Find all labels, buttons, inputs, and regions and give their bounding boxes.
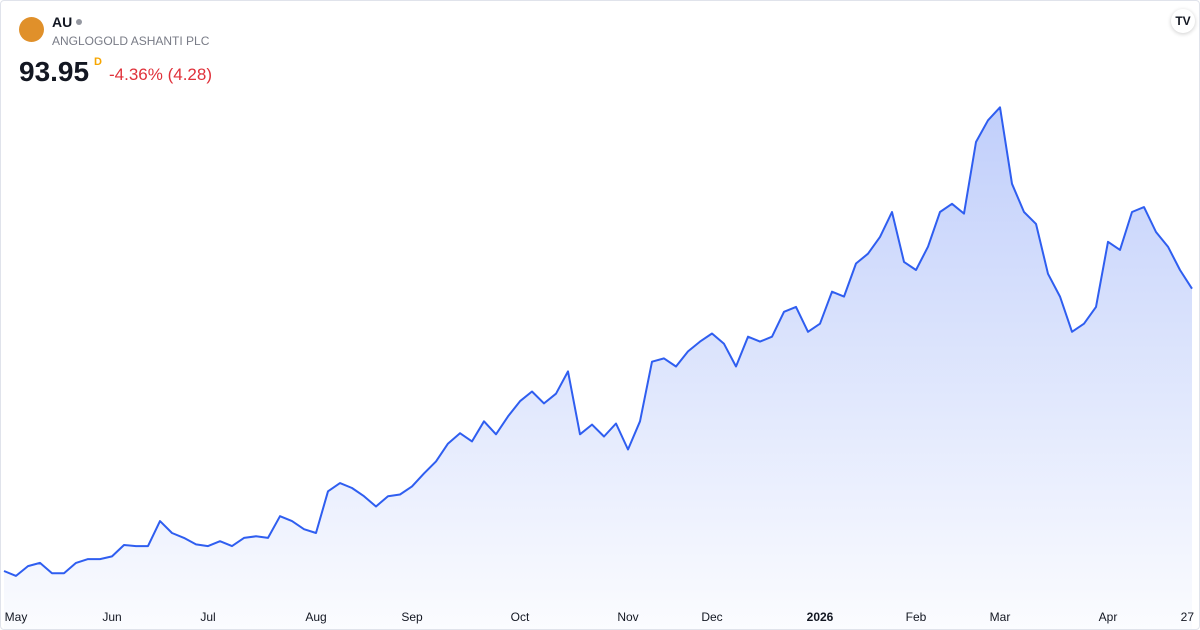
x-tick-label: 2026 xyxy=(807,610,834,624)
x-tick-label: Jul xyxy=(200,610,215,624)
x-tick-label: Jun xyxy=(102,610,121,624)
status-dot xyxy=(76,19,83,25)
price-change: -4.36% (4.28) xyxy=(109,65,212,84)
area-fill xyxy=(4,107,1192,629)
price-line xyxy=(3,106,1193,577)
symbol-row: AU xyxy=(52,14,83,30)
company-name: ANGLOGOLD ASHANTI PLC xyxy=(52,34,210,48)
resolution: D xyxy=(94,56,102,68)
tradingview-logo[interactable]: TV xyxy=(1171,9,1195,33)
logo xyxy=(19,17,44,42)
x-tick-label: Nov xyxy=(617,610,638,624)
x-tick-label: Apr xyxy=(1099,610,1118,624)
x-tick-label: Sep xyxy=(401,610,423,624)
x-tick-label: Aug xyxy=(305,610,326,624)
x-tick-label: Mar xyxy=(990,610,1011,624)
x-tick-label: 27 xyxy=(1181,610,1195,624)
x-tick-label: May xyxy=(5,610,28,624)
symbol: AU xyxy=(52,14,73,30)
x-tick-label: Oct xyxy=(511,610,530,624)
x-tick-label: Dec xyxy=(701,610,722,624)
price: 93.95 xyxy=(19,56,90,87)
x-tick-label: Feb xyxy=(906,610,927,624)
